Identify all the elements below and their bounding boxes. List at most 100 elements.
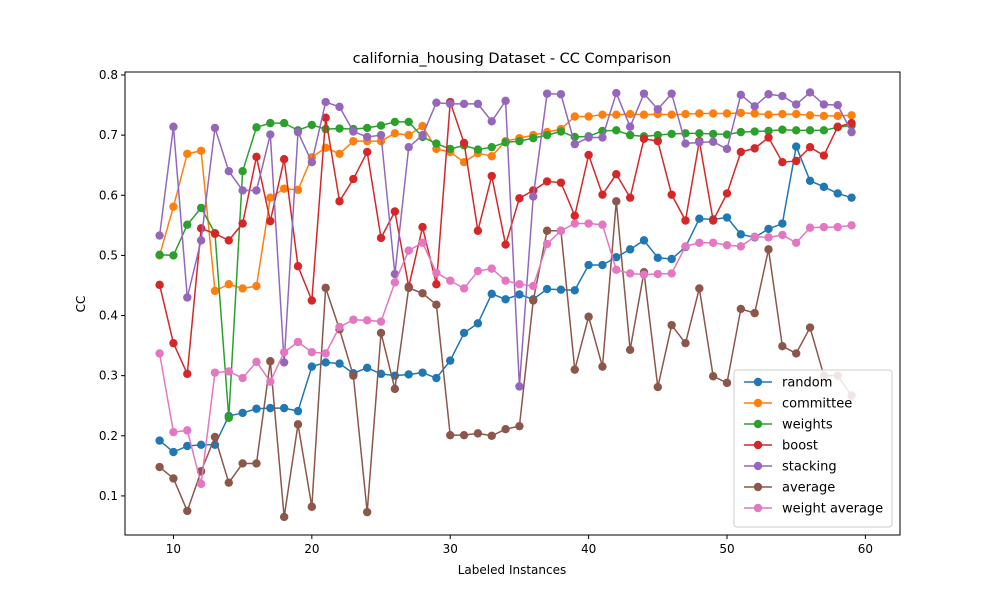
data-point-average <box>750 308 759 318</box>
data-point-committee <box>335 149 344 158</box>
data-point-committee <box>681 109 690 119</box>
data-point-boost <box>266 216 275 226</box>
data-point-random <box>473 319 483 328</box>
data-point-committee <box>169 202 178 211</box>
data-point-committee <box>279 184 289 193</box>
data-point-committee <box>708 109 718 118</box>
data-point-stacking <box>542 89 552 98</box>
data-point-committee <box>625 109 635 119</box>
data-point-stacking <box>446 99 455 109</box>
data-point-committee <box>404 130 413 140</box>
legend-label: stacking <box>782 460 837 475</box>
data-point-boost <box>833 122 842 131</box>
data-point-weight-average <box>708 238 718 247</box>
data-point-committee <box>266 193 275 202</box>
data-point-stacking <box>695 138 704 147</box>
plot-frame <box>124 71 901 536</box>
x-tick-label: 60 <box>858 542 873 556</box>
data-point-weight-average <box>764 233 773 242</box>
data-point-weights <box>708 129 718 139</box>
data-point-random <box>446 356 455 365</box>
data-point-average <box>612 197 621 206</box>
data-point-stacking <box>708 137 718 146</box>
data-point-boost <box>183 369 192 379</box>
data-point-weights <box>625 130 635 140</box>
data-point-boost <box>612 170 621 179</box>
data-point-weight-average <box>570 219 579 228</box>
data-point-stacking <box>722 144 732 154</box>
data-point-average <box>542 226 552 235</box>
data-point-average <box>224 478 233 487</box>
data-point-random <box>196 440 206 450</box>
data-point-average <box>432 300 441 309</box>
data-point-stacking <box>349 127 358 136</box>
data-point-average <box>722 378 732 388</box>
data-point-weights <box>224 413 233 422</box>
data-point-random <box>459 328 469 338</box>
data-point-average <box>695 284 704 293</box>
data-point-committee <box>819 111 829 121</box>
data-point-boost <box>736 147 746 157</box>
data-point-boost <box>667 190 676 199</box>
data-point-average <box>349 371 358 380</box>
data-point-average <box>321 283 330 293</box>
data-point-committee <box>722 109 732 118</box>
data-point-stacking <box>321 97 330 107</box>
data-point-weights <box>750 127 759 136</box>
data-point-average <box>238 459 247 468</box>
legend-label: average <box>782 481 835 496</box>
data-point-stacking <box>169 122 178 131</box>
data-point-average <box>625 345 635 354</box>
y-tick-label: 0.8 <box>99 68 118 82</box>
data-point-random <box>778 219 787 228</box>
data-point-weight-average <box>155 349 164 358</box>
data-point-boost <box>362 147 372 157</box>
data-point-weight-average <box>598 220 607 229</box>
data-point-weights <box>335 124 344 133</box>
data-point-average <box>764 245 773 254</box>
series-stacking <box>155 88 856 391</box>
data-point-stacking <box>501 96 510 106</box>
data-point-stacking <box>376 130 386 140</box>
data-point-average <box>792 349 801 358</box>
data-point-boost <box>349 174 358 184</box>
data-point-weight-average <box>625 269 635 278</box>
data-point-weight-average <box>362 316 372 325</box>
data-point-weights <box>279 118 289 128</box>
data-point-random <box>833 189 842 198</box>
data-point-weight-average <box>778 230 787 240</box>
data-point-average <box>155 462 164 472</box>
y-axis-label: CC <box>74 296 88 313</box>
data-point-stacking <box>473 99 483 109</box>
legend-swatch-marker <box>753 440 763 450</box>
data-point-weight-average <box>612 265 621 275</box>
legend-swatch-marker <box>753 503 763 513</box>
data-point-stacking <box>584 133 593 142</box>
data-point-boost <box>556 178 566 187</box>
data-point-weights <box>169 251 178 260</box>
data-point-committee <box>252 281 261 291</box>
data-point-weights <box>376 121 386 130</box>
data-point-weight-average <box>196 479 206 489</box>
data-point-weights <box>501 138 510 147</box>
data-point-weight-average <box>667 269 676 278</box>
data-point-average <box>279 512 289 522</box>
data-point-random <box>792 142 801 151</box>
data-point-committee <box>695 109 704 118</box>
data-point-stacking <box>515 382 524 391</box>
data-point-average <box>584 312 593 321</box>
data-point-average <box>667 320 676 330</box>
data-point-weights <box>764 126 773 136</box>
data-point-stacking <box>279 358 289 367</box>
data-point-random <box>169 447 178 457</box>
data-point-weights <box>183 220 192 229</box>
data-point-weight-average <box>224 367 233 376</box>
legend-box <box>733 369 893 528</box>
x-tick-label: 50 <box>719 542 734 556</box>
data-point-boost <box>722 189 732 198</box>
data-point-committee <box>847 111 856 120</box>
data-point-weight-average <box>833 222 842 232</box>
data-point-committee <box>183 149 192 158</box>
data-point-weights <box>432 139 441 148</box>
data-point-weight-average <box>542 239 552 249</box>
